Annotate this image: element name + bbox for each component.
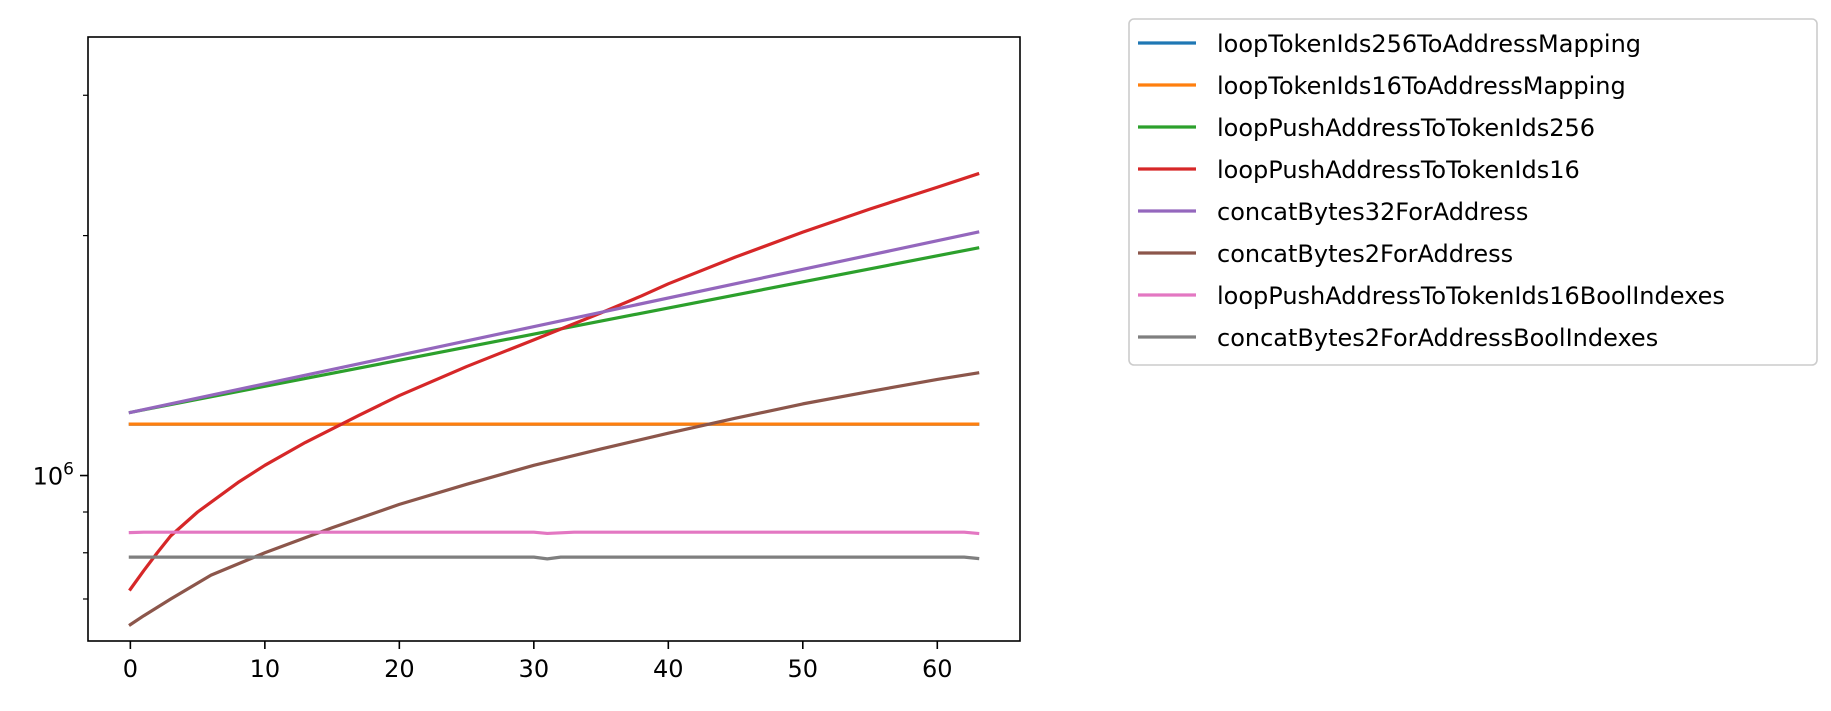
y-tick-label-base: 10 [33,463,64,491]
legend-label-2: loopPushAddressToTokenIds256 [1217,114,1595,142]
x-tick-label: 50 [788,655,819,683]
legend-box [1128,18,1818,366]
legend-label-4: concatBytes32ForAddress [1217,198,1528,226]
series-line-3 [128,171,980,592]
x-tick-label: 10 [250,655,281,683]
x-tick-label: 30 [519,655,550,683]
x-tick-label: 60 [922,655,953,683]
y-tick-label: 106 [33,460,74,491]
x-tick-label: 20 [384,655,415,683]
series-line-4 [128,230,980,415]
legend-label-5: concatBytes2ForAddress [1217,240,1513,268]
x-tick-label: 0 [123,655,138,683]
legend: loopTokenIds256ToAddressMapping loopToken… [1128,18,1818,366]
legend-label-1: loopTokenIds16ToAddressMapping [1217,72,1626,100]
legend-label-7: concatBytes2ForAddressBoolIndexes [1217,324,1658,352]
legend-label-0: loopTokenIds256ToAddressMapping [1217,30,1641,58]
series-layer [128,171,980,627]
plot-frame [87,36,1021,642]
series-line-6 [128,530,980,536]
series-line-7 [128,555,980,561]
x-axis: 0 10 20 30 40 50 60 [123,641,953,683]
y-tick-label-exponent: 6 [63,460,74,480]
series-line-5 [128,371,980,627]
legend-label-6: loopPushAddressToTokenIds16BoolIndexes [1217,282,1725,310]
legend-label-3: loopPushAddressToTokenIds16 [1217,156,1580,184]
x-tick-label: 40 [653,655,684,683]
y-axis: 106 [33,94,88,600]
